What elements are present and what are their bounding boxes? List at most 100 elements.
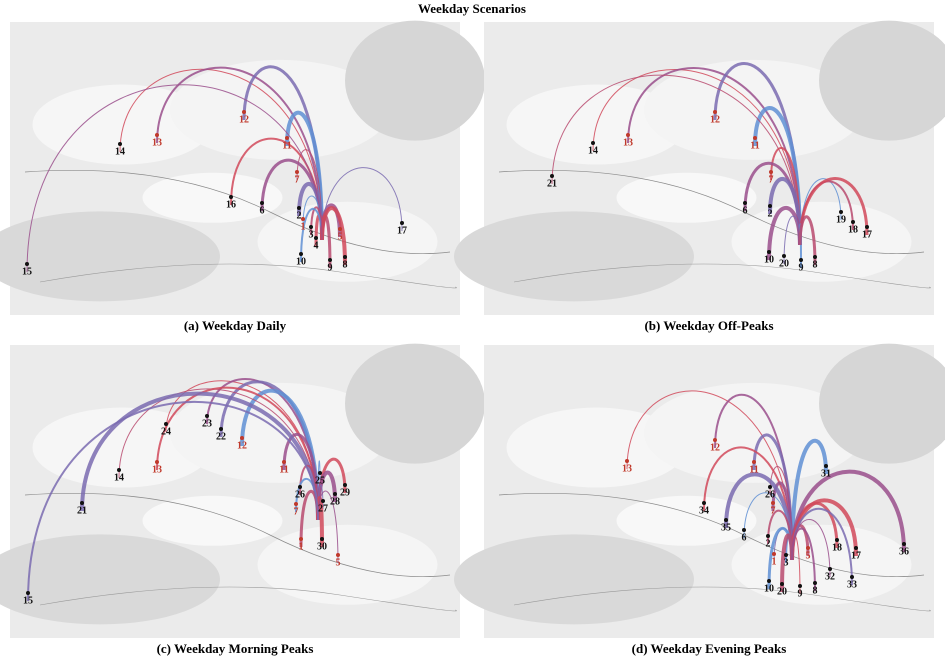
station-label: 34 [699, 505, 709, 516]
station-label: 14 [115, 146, 125, 157]
flow-arc [27, 400, 319, 602]
station-label: 10 [764, 254, 774, 265]
station-label: 19 [836, 214, 846, 225]
station-node [769, 170, 773, 174]
road [39, 263, 457, 289]
map-area [257, 524, 438, 605]
flow-arc [592, 69, 801, 246]
station-node [155, 460, 159, 464]
station-node [702, 501, 706, 505]
station-node [772, 552, 776, 556]
road [24, 170, 451, 254]
station-node [298, 485, 302, 489]
station-node [806, 546, 810, 550]
station-node [314, 236, 318, 240]
station-node [851, 220, 855, 224]
map-area [731, 201, 912, 282]
station-node [742, 528, 746, 532]
map-area [345, 20, 485, 141]
station-label: 4 [314, 240, 319, 251]
station-node [400, 221, 404, 225]
station-label: 12 [710, 114, 720, 125]
station-node [309, 225, 313, 229]
station-node [839, 210, 843, 214]
flow-arc [798, 215, 817, 266]
station-label: 23 [202, 418, 212, 429]
station-label: 6 [743, 205, 748, 216]
station-label: 11 [279, 464, 288, 475]
station-label: 36 [899, 546, 909, 557]
station-label: 3 [784, 557, 789, 568]
station-label: 31 [821, 468, 831, 479]
station-label: 15 [23, 595, 33, 606]
station-node [80, 501, 84, 505]
station-node [813, 255, 817, 259]
station-label: 13 [152, 137, 162, 148]
station-node [343, 255, 347, 259]
road [39, 586, 457, 612]
station-label: 1 [772, 556, 777, 567]
map-area [0, 534, 220, 625]
road [24, 493, 451, 577]
station-label: 12 [237, 440, 247, 451]
station-label: 13 [623, 137, 633, 148]
station-node [824, 464, 828, 468]
station-label: 7 [769, 174, 774, 185]
map-area [819, 343, 945, 464]
station-node [550, 174, 554, 178]
station-node [321, 499, 325, 503]
station-label: 14 [588, 145, 598, 156]
panel-caption: (c) Weekday Morning Peaks [157, 641, 314, 656]
station-node [591, 141, 595, 145]
station-label: 26 [295, 489, 305, 500]
map-area [257, 201, 438, 282]
station-label: 26 [765, 489, 775, 500]
station-node [205, 414, 209, 418]
flow-arc [551, 74, 801, 246]
station-node [768, 485, 772, 489]
station-label: 35 [721, 522, 731, 533]
station-node [771, 501, 775, 505]
station-node [724, 518, 728, 522]
station-node [626, 133, 630, 137]
flow-arc [791, 527, 816, 592]
station-label: 8 [343, 259, 348, 270]
station-label: 11 [750, 140, 759, 151]
station-label: 12 [239, 114, 249, 125]
station-node [766, 534, 770, 538]
station-label: 28 [330, 496, 340, 507]
map-area [506, 407, 687, 488]
station-label: 10 [764, 583, 774, 594]
station-label: 7 [295, 174, 300, 185]
station-node [850, 575, 854, 579]
station-label: 6 [260, 205, 265, 216]
station-label: 5 [336, 557, 341, 568]
station-node [780, 582, 784, 586]
station-label: 5 [338, 231, 343, 242]
map-area [345, 343, 485, 464]
station-label: 5 [806, 550, 811, 561]
station-label: 27 [318, 503, 328, 514]
station-node [297, 206, 301, 210]
station-node [219, 427, 223, 431]
station-label: 24 [161, 426, 171, 437]
station-label: 21 [77, 505, 87, 516]
station-label: 13 [622, 463, 632, 474]
station-label: 17 [862, 229, 872, 240]
station-label: 9 [799, 262, 804, 273]
station-node [767, 250, 771, 254]
panel-caption: (d) Weekday Evening Peaks [632, 641, 787, 656]
station-label: 21 [547, 178, 557, 189]
figure-title: Weekday Scenarios [418, 1, 526, 16]
station-node [299, 252, 303, 256]
station-label: 15 [22, 266, 32, 277]
station-node [336, 553, 340, 557]
map-area [819, 20, 945, 141]
flow-arc [119, 68, 323, 241]
flow-arc [627, 67, 801, 246]
flow-arc [26, 84, 323, 273]
station-node [813, 581, 817, 585]
station-node [798, 584, 802, 588]
